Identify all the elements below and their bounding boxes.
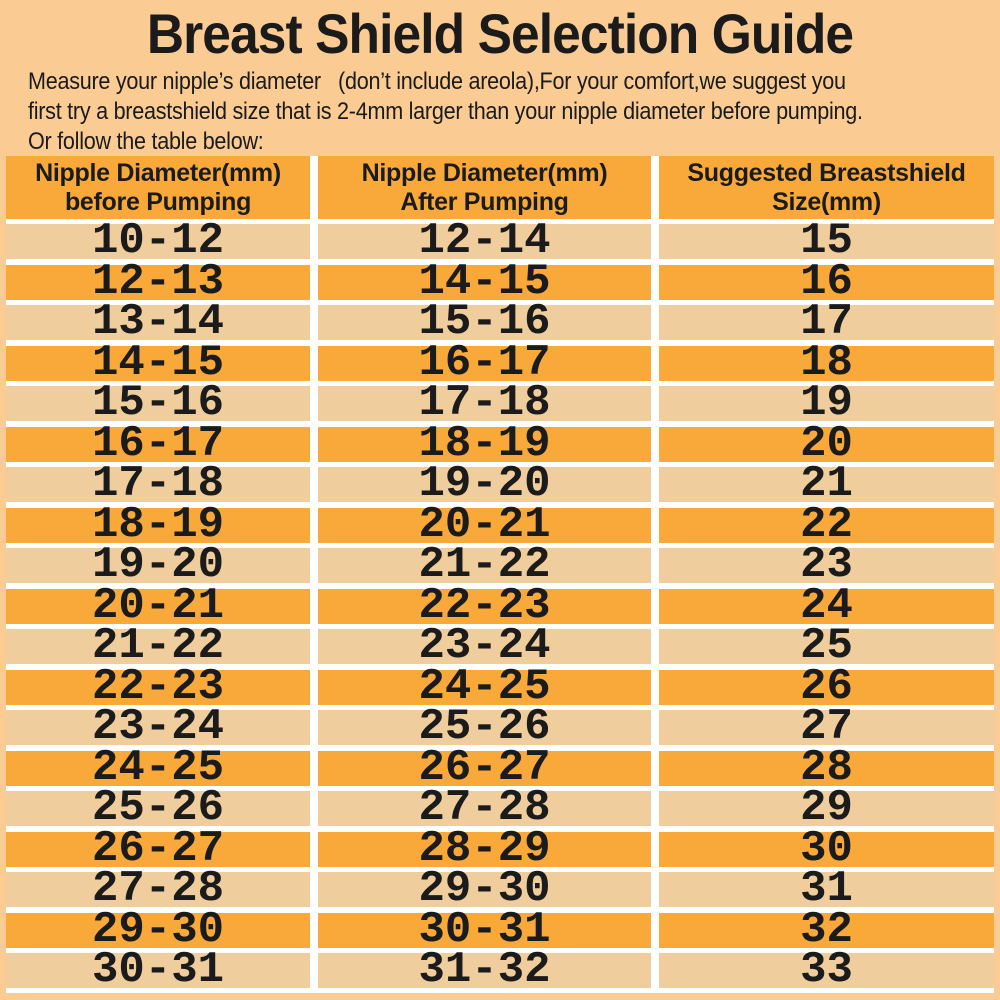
intro-text: Measure your nipple’s diameter (don’t in… — [0, 65, 1000, 157]
table-cell-before: 17-18 — [6, 462, 310, 506]
table-cell-after: 24-25 — [318, 665, 651, 709]
table-cell-before: 25-26 — [6, 786, 310, 830]
table-row: 15-16 17-18 19 — [6, 381, 994, 425]
table-cell-after: 26-27 — [318, 746, 651, 790]
table-cell-size: 29 — [659, 786, 994, 830]
table-cell-size: 19 — [659, 381, 994, 425]
table-cell-size: 32 — [659, 908, 994, 952]
table-row: 21-22 23-24 25 — [6, 624, 994, 668]
table-row: 19-20 21-22 23 — [6, 543, 994, 587]
table-cell-size: 30 — [659, 827, 994, 871]
table-row: 18-19 20-21 22 — [6, 503, 994, 547]
table-cell-before: 18-19 — [6, 503, 310, 547]
table-cell-size: 27 — [659, 705, 994, 749]
table-row: 24-25 26-27 28 — [6, 746, 994, 790]
table-cell-before: 10-12 — [6, 219, 310, 263]
table-cell-after: 17-18 — [318, 381, 651, 425]
table-row: 16-17 18-19 20 — [6, 422, 994, 466]
table-cell-size: 33 — [659, 948, 994, 992]
table-cell-size: 15 — [659, 219, 994, 263]
header-line: Nipple Diameter(mm) — [361, 158, 608, 187]
table-cell-after: 27-28 — [318, 786, 651, 830]
table-row: 25-26 27-28 29 — [6, 786, 994, 830]
table-row: 12-13 14-15 16 — [6, 260, 994, 304]
table-cell-size: 24 — [659, 584, 994, 628]
table-header-row: Nipple Diameter(mm) before Pumping Nippl… — [6, 156, 994, 219]
table-cell-size: 23 — [659, 543, 994, 587]
table-cell-after: 28-29 — [318, 827, 651, 871]
table-row: 27-28 29-30 31 — [6, 867, 994, 911]
table-cell-after: 12-14 — [318, 219, 651, 263]
table-cell-after: 31-32 — [318, 948, 651, 992]
intro-line-2: first try a breastshield size that is 2-… — [28, 98, 863, 125]
table-cell-size: 26 — [659, 665, 994, 709]
table-row: 23-24 25-26 27 — [6, 705, 994, 749]
table-cell-size: 16 — [659, 260, 994, 304]
intro-line-3: Or follow the table below: — [28, 128, 264, 155]
table-cell-size: 25 — [659, 624, 994, 668]
table-cell-after: 29-30 — [318, 867, 651, 911]
header-line: After Pumping — [400, 187, 569, 216]
intro-line-1: Measure your nipple’s diameter (don’t in… — [28, 68, 846, 95]
table-cell-after: 23-24 — [318, 624, 651, 668]
table-cell-after: 16-17 — [318, 341, 651, 385]
header-line: before Pumping — [64, 187, 252, 216]
table-cell-after: 15-16 — [318, 300, 651, 344]
table-row: 10-12 12-14 15 — [6, 219, 994, 263]
page-title: Breast Shield Selection Guide — [146, 2, 854, 65]
table-cell-before: 12-13 — [6, 260, 310, 304]
table-cell-before: 26-27 — [6, 827, 310, 871]
header-line: Size(mm) — [772, 187, 881, 216]
table-row: 13-14 15-16 17 — [6, 300, 994, 344]
table-row: 14-15 16-17 18 — [6, 341, 994, 385]
table-cell-size: 22 — [659, 503, 994, 547]
table-cell-after: 22-23 — [318, 584, 651, 628]
table-cell-size: 28 — [659, 746, 994, 790]
table-cell-before: 30-31 — [6, 948, 310, 992]
header-nipple-diameter-before: Nipple Diameter(mm) before Pumping — [6, 156, 310, 219]
table-cell-before: 22-23 — [6, 665, 310, 709]
table-cell-before: 14-15 — [6, 341, 310, 385]
table-cell-size: 17 — [659, 300, 994, 344]
table-cell-before: 13-14 — [6, 300, 310, 344]
table-cell-after: 18-19 — [318, 422, 651, 466]
table-cell-before: 23-24 — [6, 705, 310, 749]
table-cell-after: 21-22 — [318, 543, 651, 587]
table-cell-before: 16-17 — [6, 422, 310, 466]
table-cell-after: 25-26 — [318, 705, 651, 749]
table-row: 20-21 22-23 24 — [6, 584, 994, 628]
table-row: 22-23 24-25 26 — [6, 665, 994, 709]
table-cell-before: 15-16 — [6, 381, 310, 425]
table-cell-after: 14-15 — [318, 260, 651, 304]
table-cell-size: 21 — [659, 462, 994, 506]
header-line: Suggested Breastshield — [687, 158, 966, 187]
header-nipple-diameter-after: Nipple Diameter(mm) After Pumping — [318, 156, 651, 219]
selection-table: Nipple Diameter(mm) before Pumping Nippl… — [6, 156, 994, 994]
table-cell-size: 18 — [659, 341, 994, 385]
header-line: Nipple Diameter(mm) — [35, 158, 281, 187]
table-cell-before: 27-28 — [6, 867, 310, 911]
table-row: 17-18 19-20 21 — [6, 462, 994, 506]
table-cell-after: 20-21 — [318, 503, 651, 547]
table-cell-before: 19-20 — [6, 543, 310, 587]
table-cell-before: 29-30 — [6, 908, 310, 952]
table-cell-before: 21-22 — [6, 624, 310, 668]
table-row: 26-27 28-29 30 — [6, 827, 994, 871]
table-cell-before: 20-21 — [6, 584, 310, 628]
header-suggested-size: Suggested Breastshield Size(mm) — [659, 156, 994, 219]
table-row: 30-31 31-32 33 — [6, 948, 994, 992]
table-row: 29-30 30-31 32 — [6, 908, 994, 952]
table-cell-size: 20 — [659, 422, 994, 466]
table-cell-size: 31 — [659, 867, 994, 911]
table-cell-after: 19-20 — [318, 462, 651, 506]
table-cell-before: 24-25 — [6, 746, 310, 790]
table-cell-after: 30-31 — [318, 908, 651, 952]
